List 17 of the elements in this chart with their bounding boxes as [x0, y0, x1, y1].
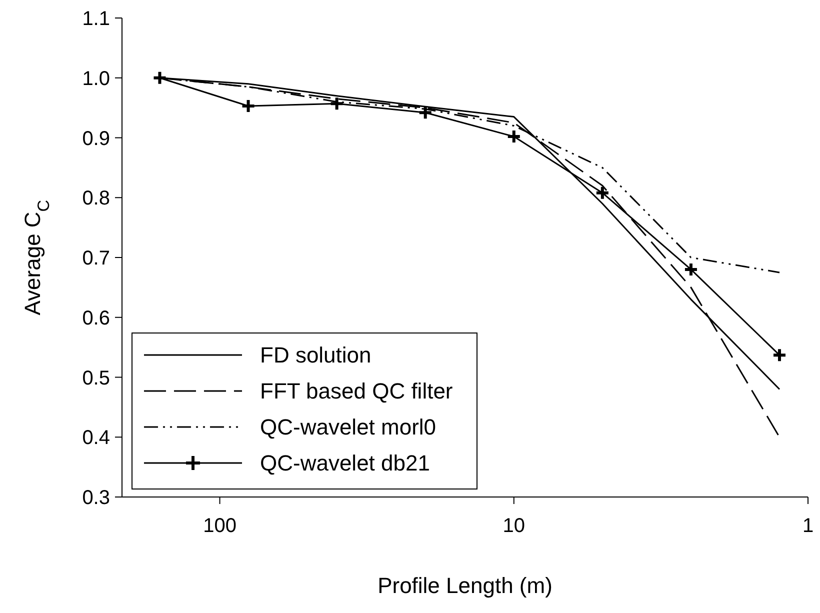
y-tick-label: 1.1 [82, 8, 110, 30]
legend-label: FD solution [260, 342, 372, 368]
y-tick-label: 0.4 [82, 427, 110, 450]
legend-label: QC-wavelet morl0 [260, 414, 436, 440]
legend-label: QC-wavelet db21 [260, 450, 430, 476]
x-axis-title: Profile Length (m) [378, 573, 552, 598]
y-tick-label: 1.0 [82, 68, 110, 90]
x-tick-label: 10 [502, 515, 526, 537]
x-tick-label: 100 [203, 515, 236, 537]
y-tick-label: 0.9 [82, 128, 110, 150]
y-tick-label: 0.5 [82, 367, 110, 390]
y-tick-label: 0.8 [82, 188, 110, 210]
y-tick-label: 0.6 [82, 307, 110, 330]
legend-label: FFT based QC filter [260, 378, 453, 404]
y-tick-label: 0.3 [82, 487, 110, 509]
y-tick-label: 0.7 [82, 248, 110, 270]
x-tick-label: 1 [802, 515, 814, 537]
